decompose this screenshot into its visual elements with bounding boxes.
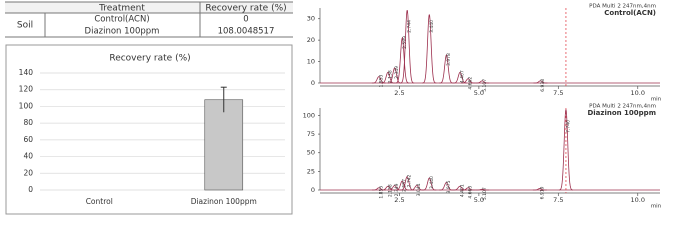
table-cell: Control(ACN) [94,15,149,25]
peak-label: 2.589 [402,36,408,49]
peak [533,80,548,84]
y-tick-label: 20 [307,36,315,44]
table-cell: 108.0048517 [218,27,275,37]
y-tick-label: 100 [303,111,315,119]
detector-label: PDA Multi 2 247nm,4nm [589,4,656,10]
y-tick-label: 50 [307,149,315,157]
peak-label: 4.663 [468,186,474,199]
peak-label: 3.440 [429,20,435,33]
peak [395,36,410,84]
x-tick-label: 7.5 [553,196,563,204]
x-axis-label: min [651,97,662,103]
peak [380,185,395,191]
peak [558,109,573,191]
peak-label: 2.138 [387,70,393,83]
peak-label: 4.401 [459,184,465,197]
peak-label: 6.938 [540,79,546,92]
peak [409,185,424,191]
peak-label: 3.440 [429,176,435,189]
peak [400,10,415,84]
y-tick-label: 140 [19,68,34,77]
detector-label: PDA Multi 2 247nm,4nm [589,104,656,110]
y-tick-label: 120 [19,85,34,94]
table-cell: 0 [243,15,248,25]
peak [532,188,547,191]
x-tick-label: 2.5 [394,89,404,97]
table-header: Recovery rate (%) [205,4,286,14]
x-tick-label: Diazinon 100ppm [191,197,257,206]
peak-label: 3.975 [446,180,452,193]
table-header: Treatment [98,4,145,14]
table-group: Soil [17,21,33,31]
peak-label: 1.855 [378,186,384,199]
table-cell: Diazinon 100ppm [85,27,160,37]
peak [461,78,476,84]
y-tick-label: 100 [19,101,34,110]
chromatogram-title: Diazinon 100ppm [587,109,656,117]
y-tick-label: 30 [307,15,315,23]
peak-label: 4.407 [460,70,466,83]
y-tick-label: 40 [23,152,33,161]
y-tick-label: 75 [307,130,315,138]
y-tick-label: 0 [311,79,315,87]
x-tick-label: 5.0 [474,196,484,204]
peak [422,177,437,191]
peak-label: 6.919 [539,186,545,199]
chromatogram-title: Control(ACN) [604,9,656,17]
x-tick-label: 2.5 [394,196,404,204]
peak [475,188,490,191]
chart-frame [5,44,293,215]
bar [204,99,244,191]
peak [461,187,476,191]
x-tick-label: 7.5 [553,89,563,97]
peak-label: 5.107 [482,79,488,92]
peak-label: 7.740 [565,120,571,133]
peak-label: 4.662 [468,77,474,90]
peak [380,71,395,84]
peak-label: 2.138 [387,184,393,197]
x-tick-label: 5.0 [474,89,484,97]
y-tick-label: 60 [23,135,33,144]
peak [439,54,454,84]
x-tick-label: 10.0 [631,89,645,97]
peak-label: 2.744 [407,20,413,33]
y-tick-label: 80 [23,118,33,127]
chart-title: Recovery rate (%) [109,54,190,64]
peak-label: 3.044 [416,183,422,196]
page: {"table": {"header": ["Treatment", "Reco… [5,1,662,215]
peak [439,182,454,191]
figure: Treatment Recovery rate (%) Soil Control… [5,1,662,215]
peak-label: 3.978 [446,53,452,66]
peak [387,67,402,84]
peak-label: 5.107 [482,187,488,200]
y-tick-label: 25 [307,167,315,175]
x-tick-label: 10.0 [631,196,645,204]
peak [475,80,490,84]
x-axis-label: min [651,204,662,210]
y-tick-label: 10 [307,58,315,66]
table-header-bg [5,2,293,13]
y-tick-label: 20 [23,168,33,177]
peak-label: 1.853 [378,74,384,87]
peak [395,180,410,191]
y-tick-label: 0 [28,185,33,194]
peak [422,14,437,84]
peak-label: 2.742 [407,174,413,187]
y-tick-label: 0 [311,186,315,194]
x-tick-label: Control [86,197,113,206]
peak-label: 2.349 [394,66,400,79]
peak [387,185,402,191]
